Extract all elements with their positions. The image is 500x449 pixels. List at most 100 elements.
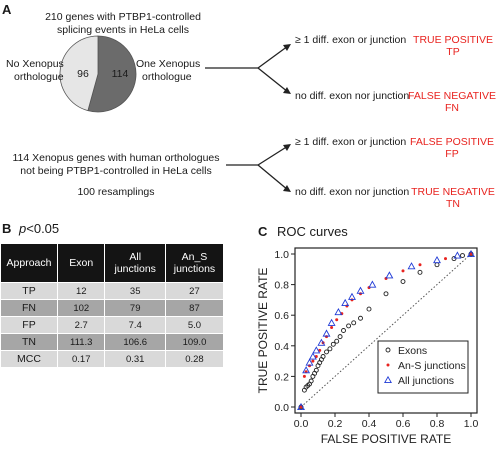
arrow-head-2 xyxy=(283,87,291,94)
table-row: MCC 0.17 0.31 0.28 xyxy=(0,350,225,368)
pie-heading-line-2: splicing events in HeLa cells xyxy=(57,24,189,36)
roc-point-circle xyxy=(400,279,406,284)
arrow-up-2 xyxy=(257,145,289,166)
table-row: TP 12 35 27 xyxy=(0,282,225,300)
roc-point-circle xyxy=(451,256,457,262)
branch-bottom-text-2: no diff. exon nor junction xyxy=(295,186,410,198)
roc-point-circle xyxy=(346,323,352,329)
roc-point-circle xyxy=(308,378,314,384)
roc-point-triangle xyxy=(317,338,326,346)
tn-line-1: TRUE NEGATIVE xyxy=(411,186,495,198)
roc-point-circle xyxy=(341,328,346,333)
table-cell: 0.17 xyxy=(56,350,106,368)
pie-heading-line-1: 210 genes with PTBP1-controlled xyxy=(45,11,201,23)
table-cell: 0.28 xyxy=(164,350,225,368)
roc-point-dot xyxy=(335,318,339,322)
roc-point-circle xyxy=(337,334,343,340)
roc-point-circle xyxy=(330,341,336,347)
legend-marker-dot xyxy=(386,363,390,367)
roc-point-triangle xyxy=(368,280,377,288)
branch-top-text-2: ≥ 1 diff. exon or junction xyxy=(295,136,407,148)
roc-legend: Exons An-S junctions All junctions xyxy=(377,340,469,394)
no-orthologue-line-1: No Xenopus xyxy=(6,58,64,70)
y-tick-label: 0.6 xyxy=(274,310,289,322)
roc-point-triangle xyxy=(433,255,441,264)
legend-label: An-S junctions xyxy=(398,360,466,372)
arrow-down-2 xyxy=(257,164,289,191)
roc-point-dot xyxy=(308,364,311,368)
roc-point-dot xyxy=(350,298,354,302)
roc-point-circle xyxy=(327,346,333,352)
roc-point-circle xyxy=(320,354,326,359)
results-table: Approach Exon All junctions An_S junctio… xyxy=(0,243,225,368)
table-cell: 111.3 xyxy=(56,333,106,351)
table-cell: 2.7 xyxy=(56,316,106,334)
header-approach: Approach xyxy=(0,243,58,283)
branch-top-text: ≥ 1 diff. exon or junction xyxy=(295,34,407,46)
p-symbol: p xyxy=(19,221,27,236)
roc-point-circle xyxy=(351,320,357,326)
roc-title: ROC curves xyxy=(277,224,348,239)
header-exon: Exon xyxy=(56,243,106,283)
pie-chart xyxy=(59,35,137,113)
y-tick-label: 1.0 xyxy=(274,249,289,261)
panel-c-label: C xyxy=(258,224,268,239)
true-positive-label: TRUE POSITIVE TP xyxy=(406,34,500,58)
x-tick-label: 1.0 xyxy=(464,418,479,430)
roc-point-triangle xyxy=(322,329,331,337)
x-tick-label: 0.4 xyxy=(362,418,377,430)
legend-box xyxy=(377,340,469,394)
arrow-head-3 xyxy=(283,144,291,151)
tp-line-1: TRUE POSITIVE xyxy=(413,34,493,46)
roc-point-triangle xyxy=(407,262,416,270)
roc-point-triangle xyxy=(356,286,365,294)
tp-line-2: TP xyxy=(446,46,460,58)
arrow-head-4 xyxy=(283,185,291,192)
roc-point-triangle xyxy=(302,366,311,374)
roc-point-dot xyxy=(330,325,334,329)
one-orthologue-line-2: orthologue xyxy=(142,71,192,83)
roc-point-triangle xyxy=(453,251,462,259)
legend-marker-triangle xyxy=(384,375,392,384)
roc-point-circle xyxy=(417,269,423,275)
false-positive-label: FALSE POSITIVE FP xyxy=(404,136,500,160)
table-cell: 0.31 xyxy=(104,350,166,368)
table-cell: 12 xyxy=(56,282,106,300)
roc-point-dot xyxy=(469,252,473,256)
pie-slice-114 xyxy=(87,35,137,113)
pie-value-114: 114 xyxy=(111,68,129,80)
no-orthologue-line-2: orthologue xyxy=(14,71,64,83)
header-ans-junctions: An_S junctions xyxy=(164,243,225,283)
roc-point-triangle xyxy=(297,402,305,411)
roc-point-circle xyxy=(313,367,319,373)
true-negative-label: TRUE NEGATIVE TN xyxy=(406,186,500,210)
x-tick-label: 0.8 xyxy=(430,418,445,430)
pie-slice-96 xyxy=(59,35,99,112)
false-negative-label: FALSE NEGATIVE FN xyxy=(404,90,500,114)
roc-point-dot xyxy=(359,292,362,296)
roc-point-triangle xyxy=(348,292,356,300)
table-row: FP 2.7 7.4 5.0 xyxy=(0,316,225,334)
row-label-fn: FN xyxy=(0,299,58,317)
fp-line-2: FP xyxy=(445,148,459,160)
panel-c-header: C ROC curves xyxy=(258,224,348,239)
row-label-tn: TN xyxy=(0,333,58,351)
no-orthologue-label: No Xenopus orthologue xyxy=(6,58,64,84)
x-tick-label: 0.6 xyxy=(396,418,411,430)
table-cell: 35 xyxy=(104,282,166,300)
roc-point-triangle xyxy=(312,346,321,354)
roc-point-triangle xyxy=(385,271,394,279)
roc-point-triangle xyxy=(308,352,317,360)
roc-point-dot xyxy=(302,374,306,378)
x-tick-label: 0.0 xyxy=(294,418,309,430)
roc-point-circle xyxy=(383,291,389,297)
roc-point-circle xyxy=(460,253,465,258)
roc-point-triangle xyxy=(334,308,343,316)
table-cell: 79 xyxy=(104,299,166,317)
y-tick-label: 0.8 xyxy=(274,280,289,292)
one-orthologue-label: One Xenopus orthologue xyxy=(136,58,200,84)
arrow-head-1 xyxy=(283,44,291,51)
y-axis-label: TRUE POSITIVE RATE xyxy=(256,268,270,394)
